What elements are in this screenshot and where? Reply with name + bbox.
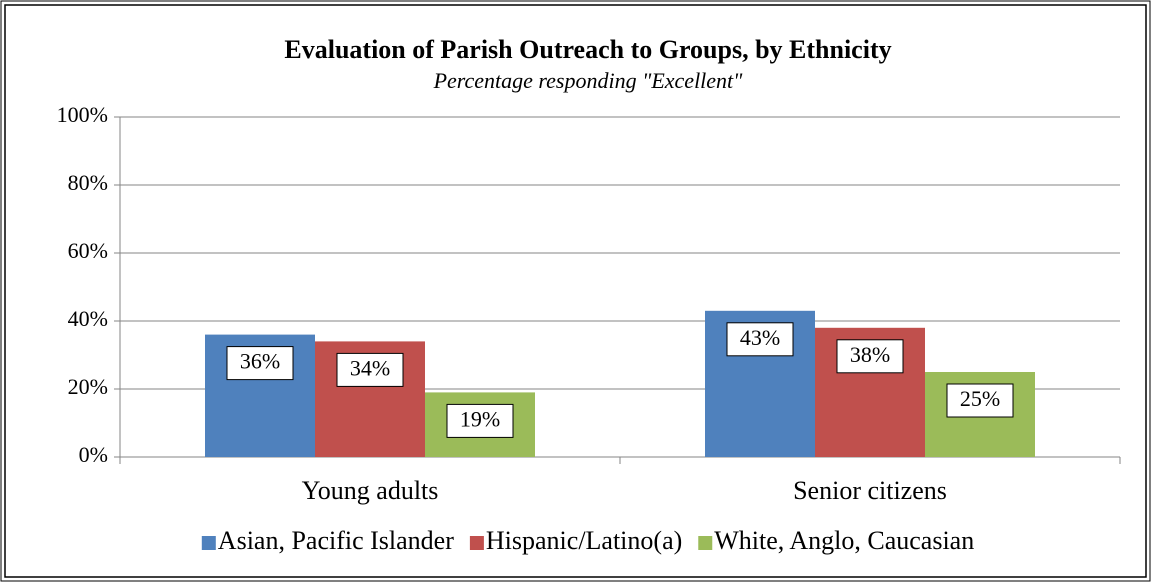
data-label: 36%	[240, 349, 280, 374]
legend-label: Asian, Pacific Islander	[218, 526, 454, 555]
data-label: 25%	[960, 386, 1000, 411]
legend-swatch	[201, 536, 216, 550]
data-label-box	[446, 403, 514, 438]
y-tick-label: 80%	[68, 170, 108, 195]
x-tick-label: Young adults	[302, 476, 439, 505]
x-tick-label: Senior citizens	[793, 476, 947, 505]
chart-title: Evaluation of Parish Outreach to Groups,…	[284, 35, 891, 64]
data-label-box	[726, 322, 794, 357]
chart-subtitle: Percentage responding "Excellent"	[433, 68, 744, 93]
inner-border	[4, 4, 1147, 578]
data-label: 43%	[740, 325, 780, 350]
y-tick-label: 60%	[68, 238, 108, 263]
legend-label: Hispanic/Latino(a)	[486, 526, 682, 555]
legend-swatch	[469, 536, 484, 550]
legend-swatch	[698, 536, 713, 550]
data-label-box	[946, 383, 1014, 418]
data-label-box	[226, 346, 294, 381]
data-label: 38%	[850, 342, 890, 367]
legend-label: White, Anglo, Caucasian	[714, 526, 974, 555]
data-label: 19%	[460, 406, 500, 431]
y-tick-label: 20%	[68, 374, 108, 399]
y-tick-label: 0%	[79, 442, 108, 467]
data-label: 34%	[350, 355, 390, 380]
data-label-box	[336, 352, 404, 387]
y-tick-label: 40%	[68, 306, 108, 331]
y-tick-label: 100%	[57, 102, 108, 127]
data-label-box	[836, 339, 904, 374]
